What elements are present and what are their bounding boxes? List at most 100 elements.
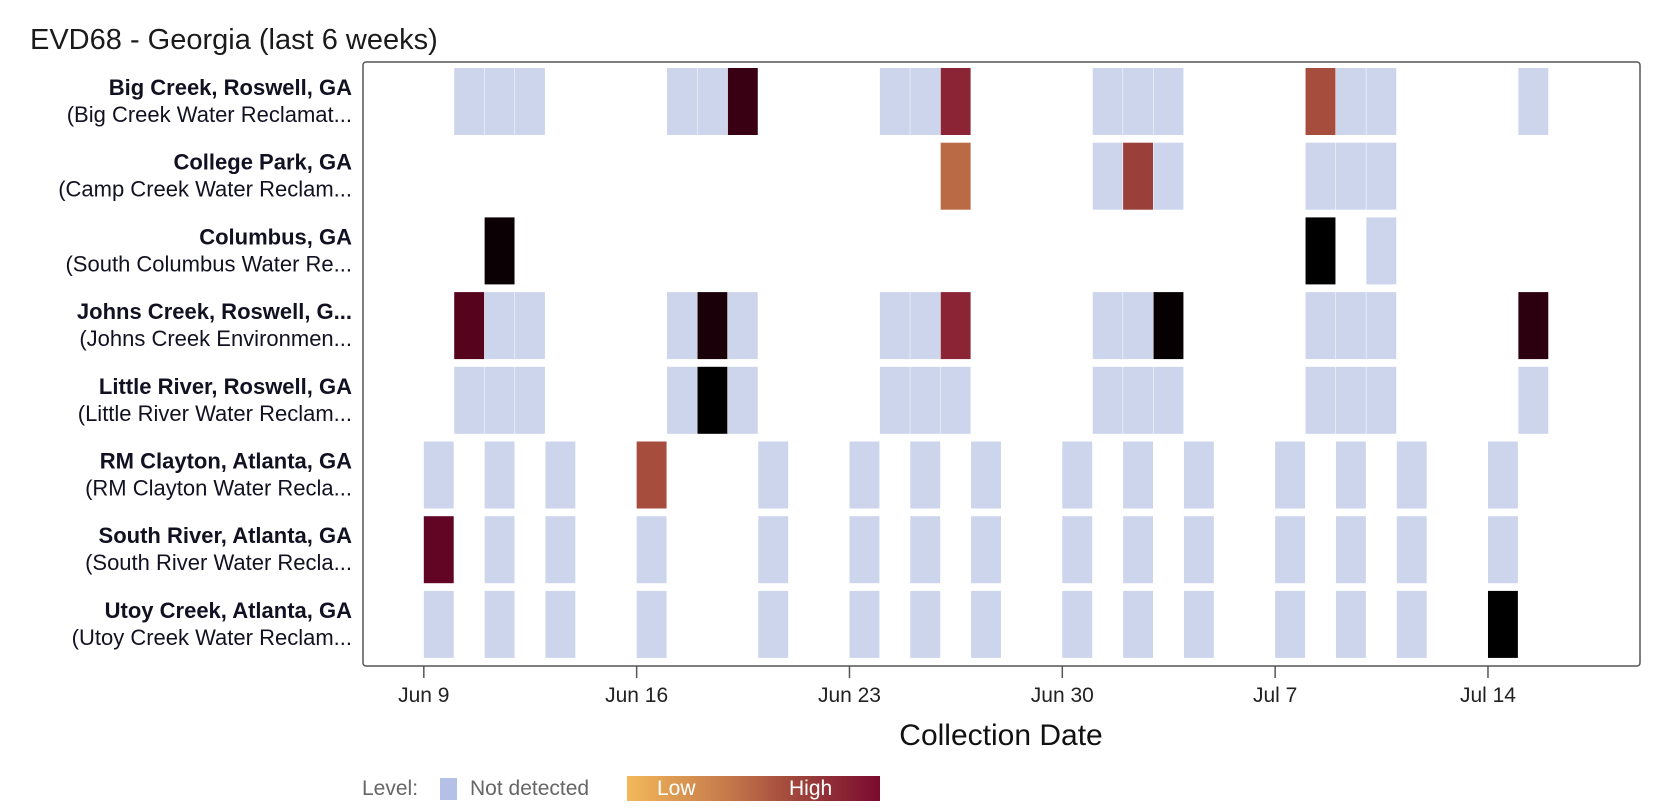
heatmap-cell-not-detected[interactable] [1123, 441, 1154, 509]
heatmap-cell-not-detected[interactable] [1366, 217, 1397, 285]
heatmap-cell-not-detected[interactable] [1305, 292, 1336, 360]
heatmap-cell-not-detected[interactable] [910, 366, 941, 434]
heatmap-cell-not-detected[interactable] [971, 441, 1001, 509]
heatmap-cell-not-detected[interactable] [515, 366, 545, 434]
heatmap-cell-not-detected[interactable] [1092, 366, 1123, 434]
heatmap-cell-not-detected[interactable] [1092, 68, 1123, 135]
heatmap-cell-not-detected[interactable] [1335, 366, 1366, 434]
heatmap-cell-detected[interactable] [636, 441, 667, 509]
heatmap-cell-detected[interactable] [454, 292, 485, 360]
heatmap-cell-not-detected[interactable] [454, 366, 485, 434]
heatmap-cell-not-detected[interactable] [1335, 516, 1366, 584]
heatmap-cell-not-detected[interactable] [1183, 590, 1214, 658]
heatmap-cell-not-detected[interactable] [484, 292, 515, 360]
heatmap-cell-not-detected[interactable] [1366, 142, 1397, 210]
heatmap-cell-detected[interactable] [1487, 590, 1518, 658]
heatmap-cell-not-detected[interactable] [910, 292, 941, 360]
heatmap-cell-not-detected[interactable] [879, 292, 910, 360]
heatmap-cell-not-detected[interactable] [971, 590, 1001, 658]
heatmap-cell-not-detected[interactable] [1123, 590, 1154, 658]
heatmap-cell-not-detected[interactable] [1062, 516, 1093, 584]
heatmap-cell-not-detected[interactable] [667, 68, 697, 135]
heatmap-cell-not-detected[interactable] [667, 366, 697, 434]
heatmap-cell-not-detected[interactable] [423, 590, 454, 658]
heatmap-cell-not-detected[interactable] [1366, 292, 1397, 360]
heatmap-cell-detected[interactable] [484, 217, 515, 285]
heatmap-cell-detected[interactable] [940, 142, 971, 210]
heatmap-cell-detected[interactable] [727, 68, 758, 135]
heatmap-cell-not-detected[interactable] [545, 441, 576, 509]
heatmap-cell-not-detected[interactable] [940, 366, 971, 434]
heatmap-cell-not-detected[interactable] [697, 68, 728, 135]
heatmap-cell-not-detected[interactable] [727, 292, 758, 360]
heatmap-cell-not-detected[interactable] [1335, 441, 1366, 509]
heatmap-cell-not-detected[interactable] [1396, 441, 1427, 509]
heatmap-cell-not-detected[interactable] [515, 68, 545, 135]
heatmap-cell-not-detected[interactable] [1092, 292, 1123, 360]
heatmap-cell-not-detected[interactable] [1366, 68, 1397, 135]
heatmap-cell-not-detected[interactable] [1153, 366, 1184, 434]
heatmap-cell-not-detected[interactable] [910, 590, 941, 658]
heatmap-cell-not-detected[interactable] [1335, 142, 1366, 210]
heatmap-cell-detected[interactable] [940, 68, 971, 135]
heatmap-cell-not-detected[interactable] [758, 516, 789, 584]
heatmap-cell-detected[interactable] [1305, 217, 1336, 285]
heatmap-cell-not-detected[interactable] [1487, 441, 1518, 509]
heatmap-cell-not-detected[interactable] [849, 516, 880, 584]
heatmap-cell-not-detected[interactable] [1153, 68, 1184, 135]
heatmap-cell-not-detected[interactable] [1305, 366, 1336, 434]
heatmap-cell-not-detected[interactable] [910, 441, 941, 509]
heatmap-cell-not-detected[interactable] [849, 441, 880, 509]
heatmap-cell-not-detected[interactable] [1487, 516, 1518, 584]
heatmap-cell-not-detected[interactable] [1123, 366, 1154, 434]
heatmap-cell-not-detected[interactable] [1518, 68, 1549, 135]
heatmap-cell-not-detected[interactable] [910, 516, 941, 584]
heatmap-cell-not-detected[interactable] [879, 68, 910, 135]
heatmap-cell-not-detected[interactable] [1518, 366, 1549, 434]
heatmap-cell-not-detected[interactable] [1062, 441, 1093, 509]
heatmap-cell-not-detected[interactable] [879, 366, 910, 434]
heatmap-cell-not-detected[interactable] [484, 590, 515, 658]
heatmap-cell-not-detected[interactable] [758, 590, 789, 658]
heatmap-cell-detected[interactable] [1123, 142, 1154, 210]
heatmap-cell-not-detected[interactable] [1335, 68, 1366, 135]
heatmap-cell-not-detected[interactable] [515, 292, 545, 360]
heatmap-cell-detected[interactable] [697, 366, 728, 434]
heatmap-cell-not-detected[interactable] [910, 68, 941, 135]
heatmap-cell-detected[interactable] [1305, 68, 1336, 135]
heatmap-cell-not-detected[interactable] [1305, 142, 1336, 210]
heatmap-cell-not-detected[interactable] [1183, 516, 1214, 584]
heatmap-cell-not-detected[interactable] [1123, 68, 1154, 135]
heatmap-cell-not-detected[interactable] [1092, 142, 1123, 210]
heatmap-cell-not-detected[interactable] [484, 366, 515, 434]
heatmap-cell-detected[interactable] [423, 516, 454, 584]
heatmap-cell-not-detected[interactable] [727, 366, 758, 434]
heatmap-cell-not-detected[interactable] [484, 441, 515, 509]
heatmap-cell-not-detected[interactable] [636, 590, 667, 658]
heatmap-cell-not-detected[interactable] [484, 68, 515, 135]
heatmap-cell-detected[interactable] [940, 292, 971, 360]
heatmap-cell-not-detected[interactable] [423, 441, 454, 509]
heatmap-cell-not-detected[interactable] [849, 590, 880, 658]
heatmap-cell-not-detected[interactable] [454, 68, 485, 135]
heatmap-cell-not-detected[interactable] [1396, 516, 1427, 584]
heatmap-cell-not-detected[interactable] [545, 516, 576, 584]
heatmap-cell-not-detected[interactable] [758, 441, 789, 509]
heatmap-cell-not-detected[interactable] [545, 590, 576, 658]
heatmap-cell-not-detected[interactable] [1335, 292, 1366, 360]
heatmap-cell-not-detected[interactable] [971, 516, 1001, 584]
heatmap-cell-detected[interactable] [1518, 292, 1549, 360]
heatmap-cell-not-detected[interactable] [1062, 590, 1093, 658]
heatmap-cell-not-detected[interactable] [1335, 590, 1366, 658]
heatmap-cell-not-detected[interactable] [1275, 441, 1306, 509]
heatmap-cell-not-detected[interactable] [1275, 516, 1306, 584]
heatmap-cell-not-detected[interactable] [1153, 142, 1184, 210]
heatmap-cell-not-detected[interactable] [636, 516, 667, 584]
heatmap-cell-not-detected[interactable] [1183, 441, 1214, 509]
heatmap-cell-not-detected[interactable] [1123, 292, 1154, 360]
heatmap-cell-not-detected[interactable] [1396, 590, 1427, 658]
heatmap-cell-not-detected[interactable] [1275, 590, 1306, 658]
heatmap-cell-not-detected[interactable] [1123, 516, 1154, 584]
heatmap-cell-detected[interactable] [1153, 292, 1184, 360]
heatmap-cell-not-detected[interactable] [667, 292, 697, 360]
